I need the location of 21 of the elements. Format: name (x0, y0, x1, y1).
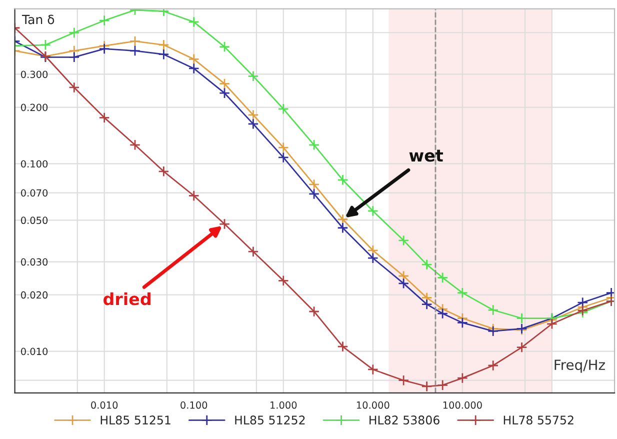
x-tick-label: 10.000 (356, 401, 390, 409)
y-tick-label: 0.030 (21, 258, 48, 266)
y-tick-label: 0.050 (21, 216, 48, 224)
x-tick-label: 0.100 (180, 401, 208, 409)
legend-label: HL85 51251 (100, 416, 170, 424)
x-tick-label: 1.000 (270, 401, 297, 409)
y-tick-label: 0.070 (21, 189, 48, 197)
x-tick-label: 100.000 (443, 401, 482, 409)
annotation: dried (103, 292, 150, 306)
y-axis-title: Tan δ (22, 14, 54, 24)
y-tick-label: 0.200 (21, 104, 48, 112)
y-tick-label: 0.100 (21, 160, 48, 168)
y-tick-label: 0.010 (21, 348, 48, 356)
x-axis-title: Freq/Hz (554, 360, 605, 373)
annotation: wet (409, 150, 443, 162)
legend-label: HL78 55752 (504, 416, 574, 424)
y-tick-label: 0.020 (21, 291, 48, 299)
legend-label: HL82 53806 (370, 416, 440, 424)
y-tick-label: 0.300 (21, 70, 48, 78)
x-tick-label: 0.010 (91, 401, 118, 409)
legend-label: HL85 51252 (235, 416, 305, 424)
